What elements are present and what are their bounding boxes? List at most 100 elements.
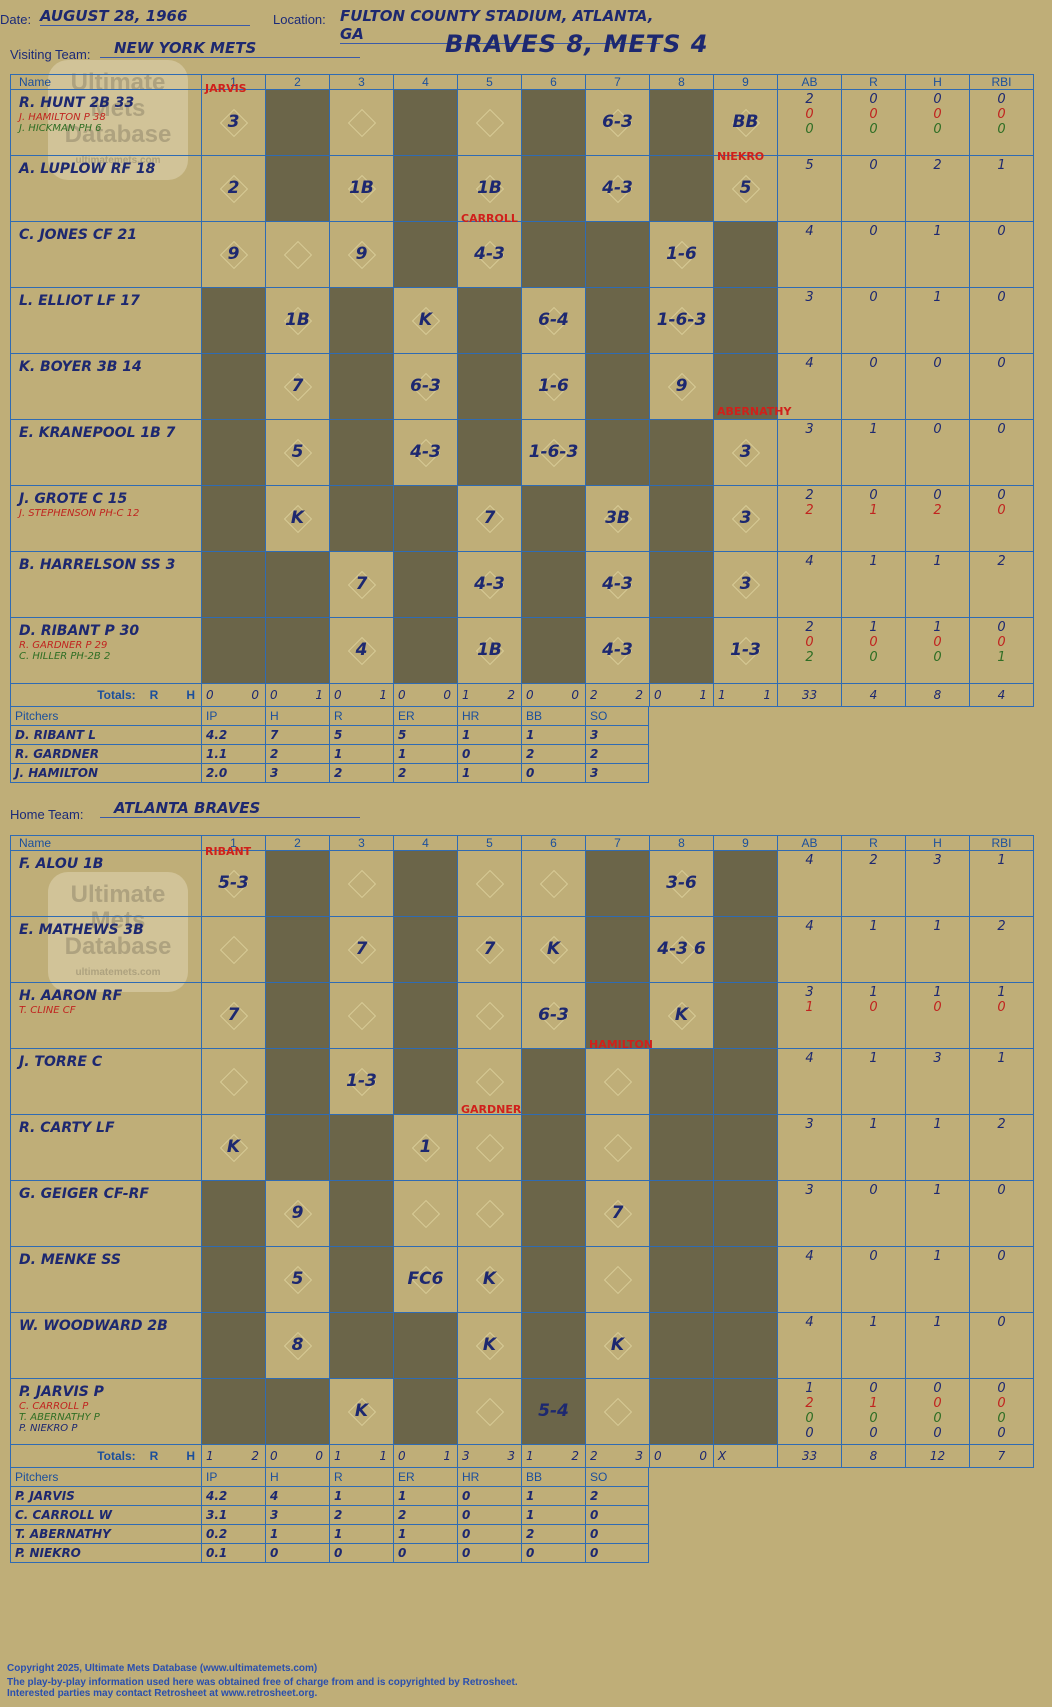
- inning-cell: 5: [265, 419, 330, 486]
- inning-hits: 2: [635, 688, 643, 702]
- pitcher-r: 1: [329, 744, 394, 764]
- inning-cell: [201, 353, 266, 420]
- pitcher-er: 1: [393, 1524, 458, 1544]
- pitching-header: SO: [585, 706, 649, 726]
- stat-value: 0: [997, 224, 1006, 239]
- column-header: 9: [713, 74, 778, 90]
- base-diamond: [475, 1001, 504, 1030]
- column-header: 7: [585, 74, 650, 90]
- inning-cell: [201, 916, 266, 983]
- play-result: 1-6: [538, 375, 569, 396]
- inning-cell: 9: [265, 1180, 330, 1247]
- sub-stat-value: 0: [997, 107, 1006, 122]
- inning-cell: FC6: [393, 1246, 458, 1313]
- play-result: 6-3: [602, 111, 633, 132]
- inning-cell: [649, 1246, 714, 1313]
- base-diamond: [347, 108, 376, 137]
- stat-value: 0: [997, 488, 1006, 503]
- inning-hits: 0: [699, 1449, 707, 1463]
- stat-ab: 4: [777, 850, 842, 917]
- sub-stat-value: 0: [933, 650, 942, 665]
- play-result: 4-3: [474, 573, 505, 594]
- stat-value: 4: [805, 1315, 814, 1330]
- player-name: K. BOYER 3B 14: [19, 359, 142, 375]
- inning-cell: [201, 1378, 266, 1445]
- column-header: 4: [393, 835, 458, 851]
- inning-hits: 2: [251, 1449, 259, 1463]
- stat-value: 0: [869, 1183, 878, 1198]
- base-diamond: [347, 869, 376, 898]
- totals-text: Totals:: [97, 688, 136, 702]
- inning-runs: 0: [654, 1449, 662, 1463]
- inning-cell: [393, 1378, 458, 1445]
- total-rbi: 4: [969, 683, 1034, 707]
- location-label: Location:: [273, 12, 326, 27]
- inning-cell: [457, 982, 522, 1049]
- play-result: 4-3: [410, 441, 441, 462]
- stat-value: 0: [933, 92, 942, 107]
- play-result: 1-6-3: [528, 441, 579, 462]
- inning-cell: [329, 485, 394, 552]
- column-header: Name: [10, 74, 202, 90]
- inning-total: X: [713, 1444, 778, 1468]
- inning-cell: [265, 551, 330, 618]
- inning-cell: [329, 287, 394, 354]
- play-result: 3: [739, 441, 752, 462]
- visitors-pitching-table: Pitchers IP H R ER HR BB SO D. RIBANT L 4.2 7 5 5 1 1 3…: [10, 706, 649, 783]
- inning-cell: 5: [713, 155, 778, 222]
- base-diamond: [539, 869, 568, 898]
- inning-cell: [393, 551, 458, 618]
- inning-cell: [457, 1114, 522, 1181]
- pitcher-ip: 4.2: [201, 725, 266, 745]
- stat-value: 5: [805, 158, 814, 173]
- inning-cell: BB: [713, 89, 778, 156]
- pitching-change-note: RIBANT: [205, 845, 252, 858]
- player-name: R. HUNT 2B 33: [19, 95, 135, 111]
- inning-cell: [457, 89, 522, 156]
- stat-ab: 3: [777, 1114, 842, 1181]
- total-r: 4: [841, 683, 906, 707]
- play-result: 1B: [477, 639, 502, 660]
- sub-stat-value: 0: [933, 1411, 942, 1426]
- stat-value: 1: [933, 1183, 942, 1198]
- pitching-header: ER: [393, 1467, 458, 1487]
- inning-runs: 2: [590, 1449, 598, 1463]
- inning-runs: 0: [270, 1449, 278, 1463]
- stat-value: 4: [805, 919, 814, 934]
- play-result: K: [482, 1334, 497, 1355]
- inning-cell: 3: [713, 485, 778, 552]
- stat-value: 0: [997, 1249, 1006, 1264]
- column-header: RBI: [969, 835, 1034, 851]
- player-cell: B. HARRELSON SS 3: [10, 551, 202, 618]
- inning-cell: [393, 1180, 458, 1247]
- stat-h: 1: [905, 221, 970, 288]
- inning-runs: 1: [526, 1449, 534, 1463]
- total-h: 12: [905, 1444, 970, 1468]
- stat-r: 1: [841, 1114, 906, 1181]
- column-header: 8: [649, 74, 714, 90]
- stat-value: 1: [933, 554, 942, 569]
- player-cell: C. JONES CF 21: [10, 221, 202, 288]
- visitors-grid: Name 1 2 3 4 5 6 7 8 9 AB R H RBI R. HUNT 2B 33 J. HAMI…: [10, 74, 1034, 707]
- stat-value: 1: [933, 1117, 942, 1132]
- sub-stat-value: 0: [933, 122, 942, 137]
- inning-cell: [201, 287, 266, 354]
- stat-rbi: 0: [969, 1312, 1034, 1379]
- inning-cell: 4-3: [585, 551, 650, 618]
- inning-runs: 0: [654, 688, 662, 702]
- player-name: C. JONES CF 21: [19, 227, 138, 243]
- pitching-header: IP: [201, 1467, 266, 1487]
- stat-value: 0: [997, 422, 1006, 437]
- stat-r: 0: [841, 1180, 906, 1247]
- stat-value: 0: [869, 224, 878, 239]
- stat-value: 0: [869, 488, 878, 503]
- pitcher-ip: 0.2: [201, 1524, 266, 1544]
- pitching-change-note: GARDNER: [461, 1103, 522, 1116]
- play-result: K: [674, 1004, 689, 1025]
- inning-cell: 7: [265, 353, 330, 420]
